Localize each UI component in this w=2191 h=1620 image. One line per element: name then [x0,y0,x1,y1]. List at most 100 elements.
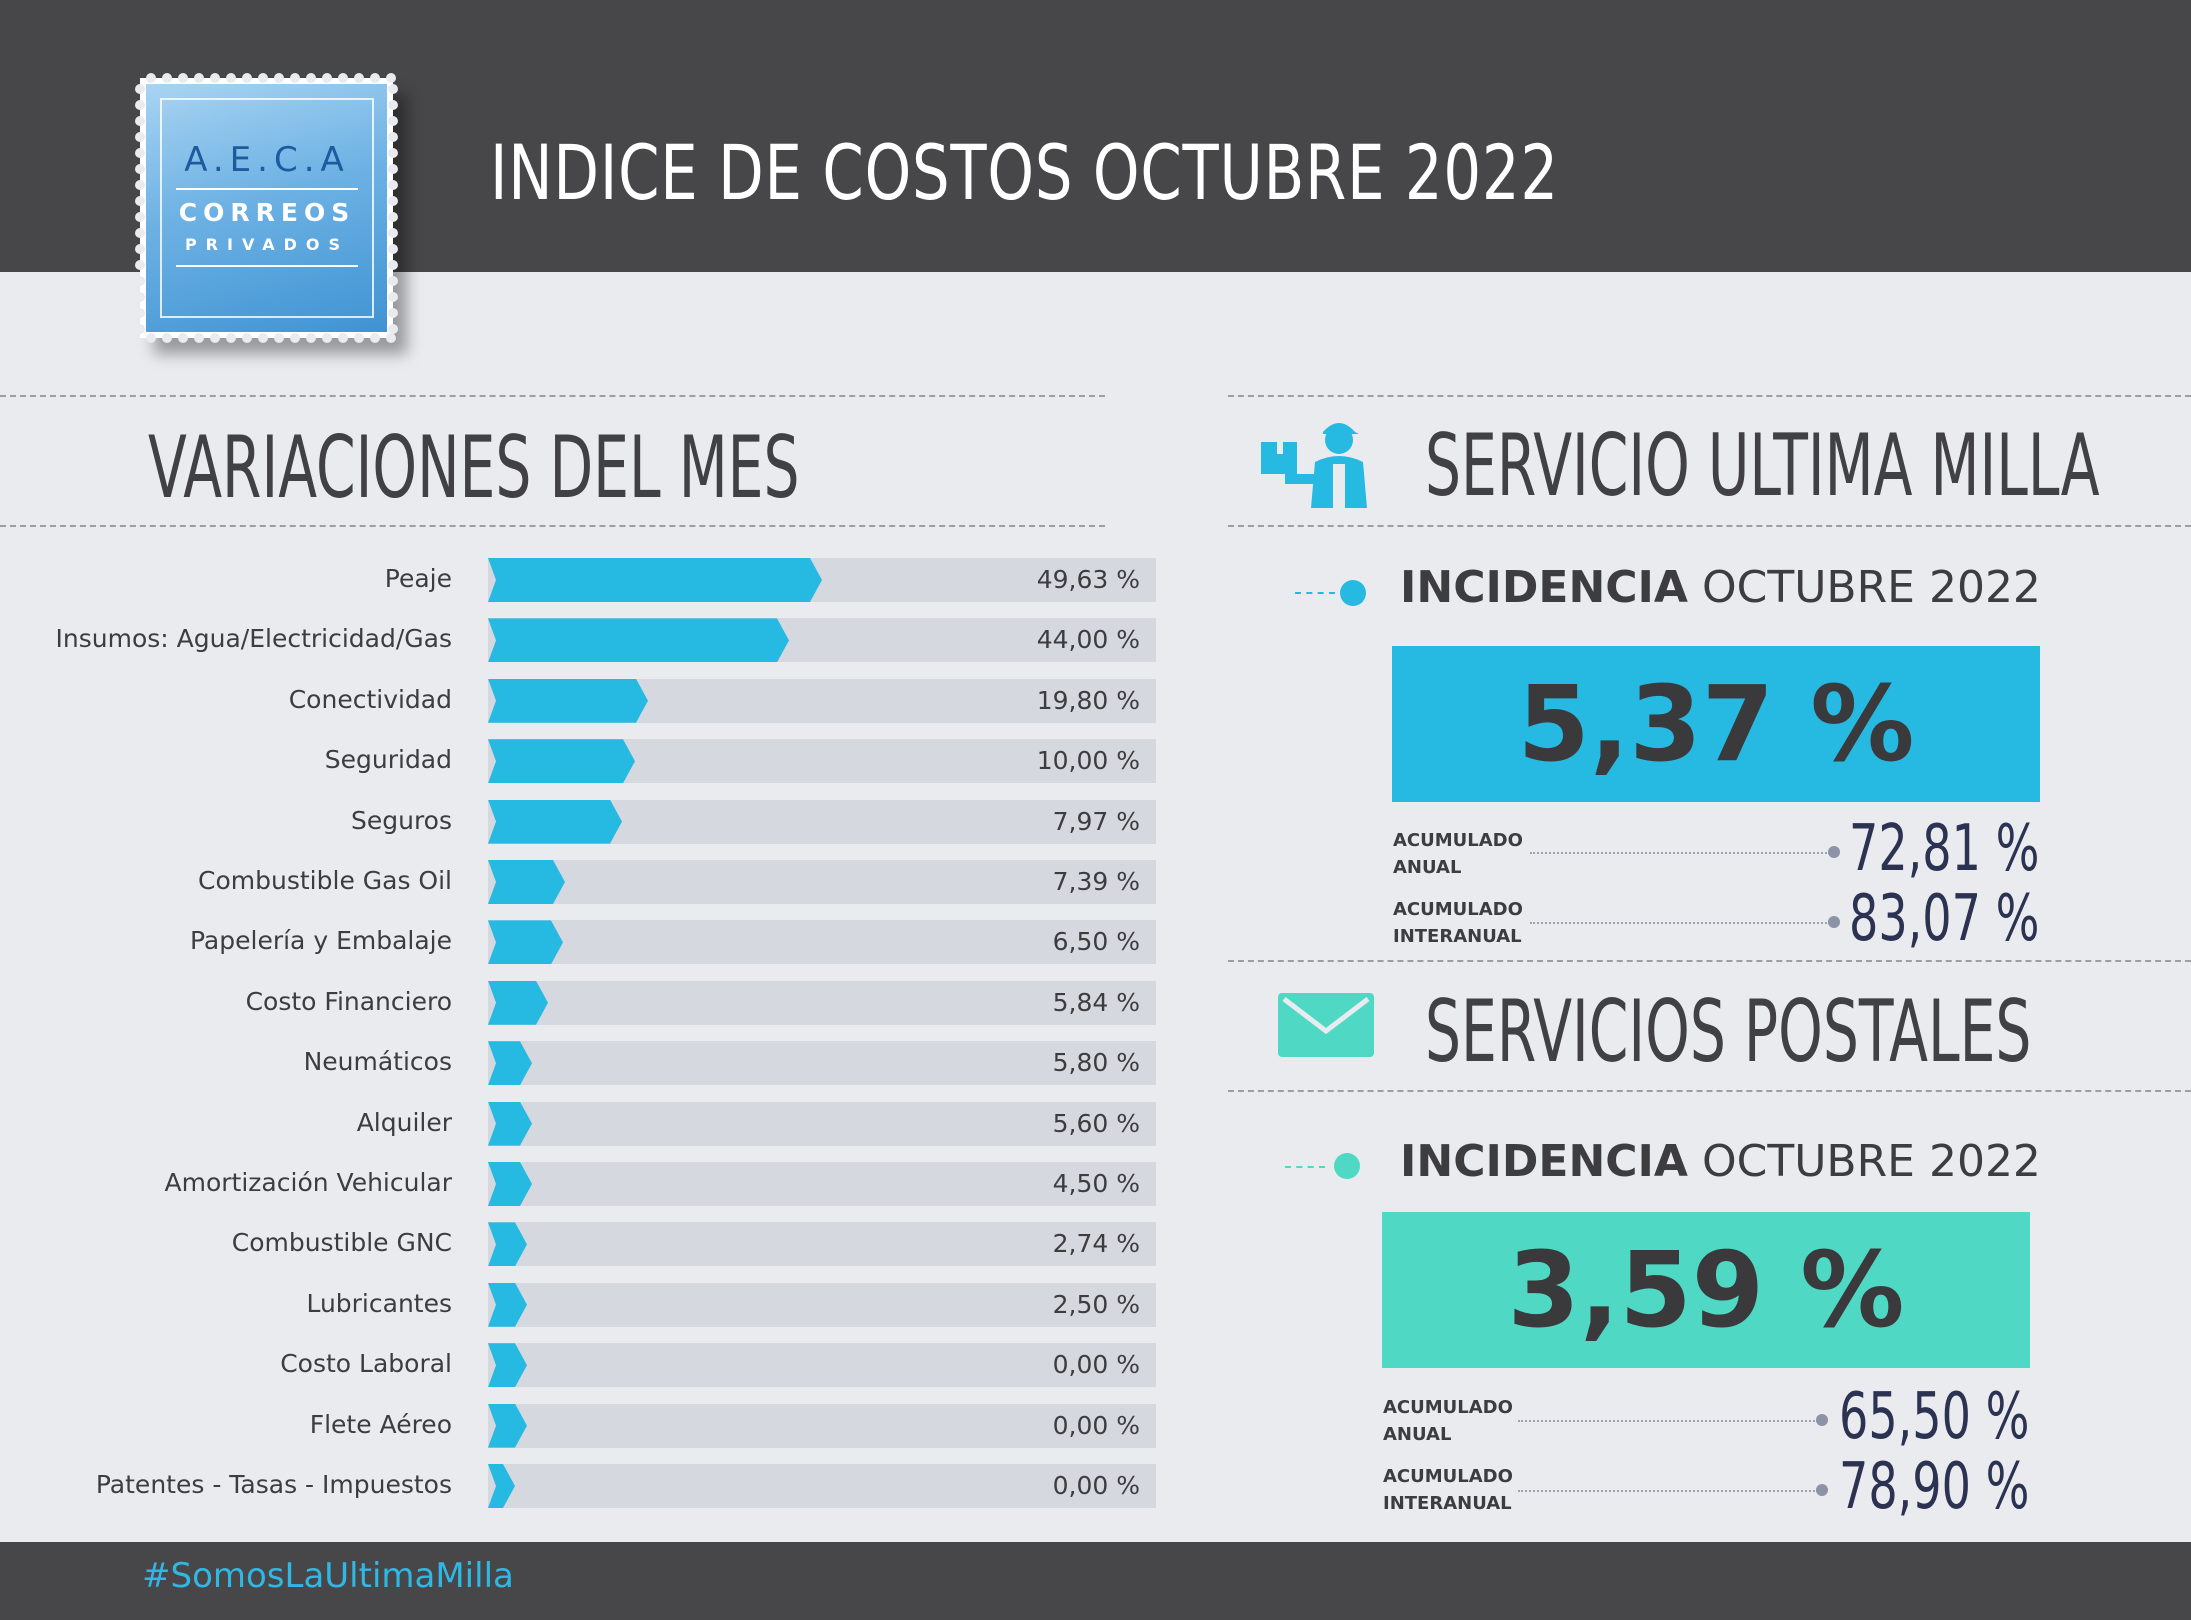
bar-label: Costo Laboral [280,1349,452,1379]
bar-row: Costo Financiero 5,84 % [0,980,1160,1025]
bar-value-label: 5,60 % [1052,1108,1140,1138]
stamp-perforation [135,212,145,222]
bar-row: Costo Laboral 0,00 % [0,1343,1160,1388]
acumulado-interanual-label: ACUMULADO INTERANUAL [1383,1466,1513,1514]
bar-row: Lubricantes 2,50 % [0,1282,1160,1327]
bar-track [488,1101,1156,1146]
incidencia-dot [1334,1153,1360,1179]
bar-row: Seguridad 10,00 % [0,739,1160,784]
stamp-perforation [178,333,188,343]
stamp-perforation [274,73,284,83]
stamp-perforation [386,73,396,83]
postales-incidencia-value: 3,59 % [1507,1229,1905,1351]
stamp-perforation [354,73,364,83]
stamp-perforation [388,196,398,206]
stamp-perforation [135,180,145,190]
stamp-perforation [135,244,145,254]
footer-bar [0,1542,2191,1620]
bar-track [488,1343,1156,1388]
stamp-perforation [178,73,188,83]
stamp-perforation [388,116,398,126]
divider [0,525,1105,527]
bar-label: Seguros [350,805,452,835]
stamp-perforation [338,73,348,83]
bar-value-label: 6,50 % [1052,927,1140,957]
stamp-perforation [226,333,236,343]
stamp-perforation [135,100,145,110]
bar-row: Insumos: Agua/Electricidad/Gas 44,00 % [0,618,1160,663]
leader-dot [1816,1414,1828,1426]
bar-label: Papelería y Embalaje [189,926,452,956]
hashtag-link[interactable]: #SomosLaUltimaMilla [142,1556,514,1596]
stamp-perforation [135,116,145,126]
ultima-milla-incidencia-value: 5,37 % [1517,663,1915,785]
incidencia-connector [1295,592,1335,594]
stamp-perforation [388,148,398,158]
bar [488,679,648,723]
stamp-perforation [388,132,398,142]
incidencia-heading: INCIDENCIA OCTUBRE 2022 [1400,562,2041,613]
bar-row: Patentes - Tasas - Impuestos 0,00 % [0,1464,1160,1508]
envelope-icon [1278,993,1374,1057]
stamp-perforation [162,333,172,343]
leader-dots [1530,922,1830,924]
bar-value-label: 5,80 % [1052,1048,1140,1078]
stamp-perforation [386,333,396,343]
bar-value-label: 0,00 % [1052,1350,1140,1380]
logo-aeca-text: A.E.C.A [184,140,350,180]
bar [488,981,548,1025]
bar-row: Amortización Vehicular 4,50 % [0,1162,1160,1206]
incidencia-bold: INCIDENCIA [1400,562,1688,613]
stamp-perforation [322,333,332,343]
logo-divider [176,188,358,190]
stamp-perforation [322,73,332,83]
postales-incidencia-box: 3,59 % [1382,1212,2030,1368]
divider [0,395,1105,397]
bar-value-label: 7,39 % [1052,867,1140,896]
bar [488,558,822,602]
leader-dot [1828,916,1840,928]
bar-value-label: 49,63 % [1036,565,1140,594]
bar [488,739,635,783]
ultima-milla-title: SERVICIO ULTIMA MILLA [1425,416,2100,516]
stamp-perforation [135,148,145,158]
ultima-milla-acumulado-interanual: 83,07 % [1848,882,2039,956]
bar-label: Combustible Gas Oil [198,866,452,895]
stamp-perforation [258,73,268,83]
stamp-perforation [210,333,220,343]
bar-value-label: 2,50 % [1052,1289,1140,1319]
bar-row: Alquiler 5,60 % [0,1101,1160,1146]
variaciones-title: VARIACIONES DEL MES [148,418,800,518]
bar-label: Neumáticos [303,1047,452,1077]
bar-label: Seguridad [324,745,452,775]
bar-label: Costo Financiero [245,986,452,1016]
incidencia-connector [1285,1166,1325,1168]
bar-track [488,1403,1156,1448]
stamp-perforation [290,73,300,83]
stamp-perforation [338,333,348,343]
bar-value-label: 19,80 % [1036,685,1140,715]
leader-dots [1530,852,1830,854]
bar-value-label: 10,00 % [1036,746,1140,776]
stamp-perforation [388,324,398,334]
bar-label: Patentes - Tasas - Impuestos [95,1470,452,1499]
logo-correos-text: CORREOS [178,198,356,227]
stamp-perforation [388,244,398,254]
stamp-perforation [388,228,398,238]
bar-label: Lubricantes [306,1288,452,1318]
divider [1228,960,2191,962]
stamp-frame [160,98,374,318]
divider [1228,525,2191,527]
bar-value-label: 7,97 % [1052,806,1140,836]
bar-track [488,1464,1156,1508]
leader-dot [1828,846,1840,858]
bar-value-label: 2,74 % [1052,1229,1140,1259]
incidencia-period: OCTUBRE 2022 [1687,1136,2041,1187]
logo-privados-text: PRIVADOS [184,235,350,254]
acumulado-anual-label: ACUMULADO ANUAL [1393,830,1523,878]
postales-acumulado-anual: 65,50 % [1838,1380,2029,1454]
ultima-milla-incidencia-box: 5,37 % [1392,646,2040,802]
bar-track [488,1282,1156,1327]
bar-value-label: 5,84 % [1052,987,1140,1017]
stamp-body [146,84,387,332]
